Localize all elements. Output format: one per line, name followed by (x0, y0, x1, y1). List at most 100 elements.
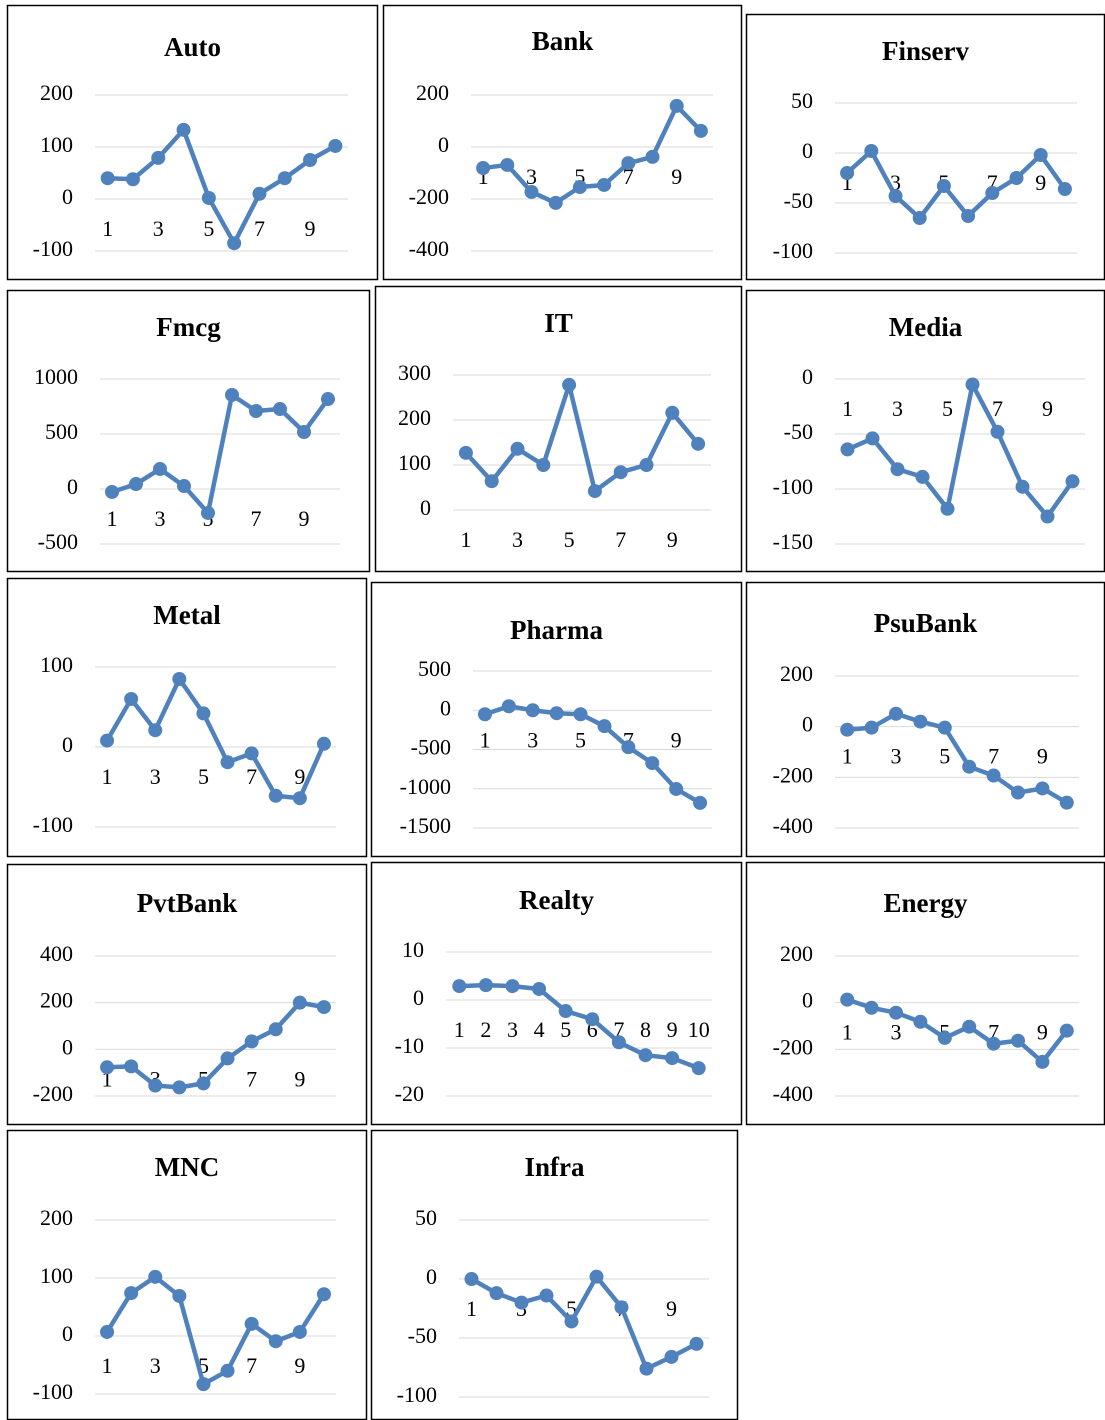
y-tick-label: -100 (33, 1379, 73, 1404)
point (691, 1061, 706, 1076)
x-tick-label: 3 (890, 170, 901, 195)
y-tick-label: 0 (413, 985, 424, 1010)
y-tick-label: 100 (40, 652, 73, 677)
x-tick-label: 1 (460, 527, 471, 552)
y-tick-label: 100 (398, 450, 431, 475)
point (328, 138, 343, 153)
line (106, 1000, 325, 1090)
x-tick-label: 7 (988, 1020, 999, 1045)
chart-title: Energy (884, 888, 968, 918)
x-tick-label: 1 (102, 764, 113, 789)
x-tick-label: 5 (575, 727, 586, 752)
point (151, 150, 166, 165)
point (176, 122, 191, 137)
line (470, 1274, 698, 1371)
point (153, 461, 167, 476)
y-tick-label: -200 (33, 1081, 73, 1106)
point (986, 768, 1001, 783)
point (500, 157, 515, 172)
x-tick-label: 4 (534, 1017, 545, 1042)
point (558, 1004, 573, 1019)
point (961, 209, 976, 223)
point (639, 1361, 654, 1376)
point (589, 1269, 604, 1284)
y-tick-label: 100 (40, 1263, 73, 1288)
x-tick-label: 1 (842, 1020, 853, 1045)
point (621, 156, 636, 171)
point (913, 1014, 928, 1029)
point (613, 465, 628, 480)
y-tick-label: 10 (402, 937, 424, 962)
line (484, 703, 702, 805)
x-tick-label: 3 (150, 764, 161, 789)
point (639, 458, 654, 472)
x-tick-label: 7 (992, 396, 1003, 421)
y-tick-label: 0 (440, 695, 451, 720)
point (986, 1036, 1001, 1051)
x-tick-label: 5 (566, 1296, 577, 1321)
x-tick-label: 7 (623, 164, 634, 189)
y-tick-label: 0 (802, 712, 813, 737)
y-tick-label: -100 (773, 474, 813, 499)
y-tick-label: -1000 (400, 774, 451, 799)
x-tick-label: 9 (667, 1017, 678, 1042)
point (597, 177, 612, 192)
point (100, 171, 115, 186)
point (292, 995, 307, 1010)
y-tick-label: 100 (40, 132, 73, 157)
x-tick-label: 7 (988, 744, 999, 769)
chart-title: Auto (164, 32, 221, 62)
point (148, 1078, 163, 1093)
y-tick-label: -100 (773, 238, 813, 263)
y-tick-label: -150 (773, 529, 813, 554)
y-tick-label: 0 (62, 1034, 73, 1059)
y-tick-label: -200 (409, 184, 449, 209)
x-tick-label: 1 (454, 1017, 465, 1042)
y-tick-label: 0 (67, 474, 78, 499)
point (669, 781, 684, 796)
y-tick-label: 200 (780, 661, 813, 686)
point (940, 501, 955, 516)
x-tick-label: 9 (1037, 744, 1048, 769)
point (1011, 785, 1025, 800)
x-tick-label: 3 (891, 1020, 902, 1045)
panel-border (6, 289, 371, 573)
x-tick-label: 7 (987, 170, 998, 195)
point (201, 190, 216, 205)
point (172, 1080, 187, 1095)
point (562, 377, 577, 392)
point (100, 733, 115, 748)
point (840, 166, 855, 180)
y-tick-label: 0 (438, 132, 449, 157)
x-tick-label: 1 (842, 744, 853, 769)
point (536, 458, 551, 472)
x-tick-label: 1 (107, 506, 118, 531)
y-tick-label: -20 (395, 1081, 424, 1106)
x-tick-label: 7 (613, 1017, 624, 1042)
point (1033, 148, 1048, 162)
point (196, 1377, 211, 1392)
point (985, 186, 1000, 200)
x-tick-label: 3 (891, 744, 902, 769)
line (845, 148, 1067, 221)
panel-border (370, 581, 743, 858)
chart-title: Infra (525, 1152, 585, 1182)
x-tick-label: 3 (150, 1353, 161, 1378)
point (484, 474, 499, 489)
point (539, 1288, 554, 1303)
point (505, 979, 520, 994)
point (177, 479, 191, 494)
point (962, 759, 977, 774)
point (172, 1288, 187, 1303)
chart-panel: Pharma -1500 -1000 -500 0 500 1 3 5 7 9 (370, 581, 743, 858)
chart-title: Media (889, 312, 963, 342)
x-tick-label: 9 (671, 727, 682, 752)
x-tick-label: 5 (939, 744, 950, 769)
point (225, 387, 239, 402)
point (100, 1060, 115, 1075)
point (220, 1363, 235, 1378)
x-tick-label: 5 (574, 164, 585, 189)
x-tick-label: 7 (615, 527, 626, 552)
